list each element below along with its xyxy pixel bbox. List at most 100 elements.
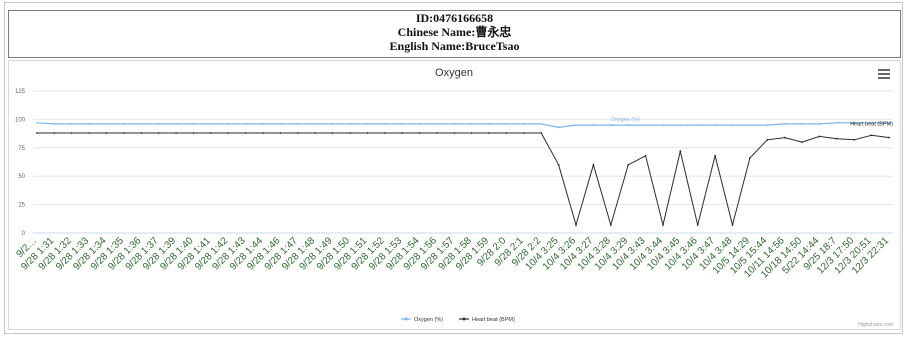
patient-id: ID:0476166658 <box>415 11 494 25</box>
data-point <box>436 132 438 134</box>
page-frame <box>4 2 903 334</box>
data-point <box>575 224 577 226</box>
data-point <box>157 123 160 125</box>
chart-title: Oxygen <box>435 67 473 79</box>
data-point <box>314 123 317 125</box>
data-point <box>88 123 91 125</box>
data-point <box>123 132 125 134</box>
data-point <box>349 123 351 125</box>
data-point <box>818 123 821 125</box>
data-point <box>696 124 699 126</box>
data-point <box>88 132 91 134</box>
data-point <box>766 138 769 141</box>
data-point <box>262 123 264 125</box>
data-point <box>801 141 803 144</box>
data-point <box>679 124 682 126</box>
data-point <box>70 123 73 125</box>
data-point <box>522 123 525 125</box>
data-point <box>192 132 195 134</box>
data-point <box>453 123 456 125</box>
chart-credit: Highcharts.com <box>858 322 893 328</box>
data-point <box>679 150 682 153</box>
data-point <box>262 132 264 134</box>
data-point <box>714 154 717 157</box>
series-label: Heart beat (BPM) <box>850 122 893 128</box>
data-point <box>488 123 490 125</box>
data-point <box>70 132 73 134</box>
data-point <box>801 123 803 125</box>
data-point <box>870 134 873 137</box>
data-point <box>36 121 38 124</box>
data-point <box>279 132 282 134</box>
data-point <box>175 123 178 125</box>
data-point <box>401 123 404 125</box>
data-point <box>557 163 560 166</box>
data-point <box>870 121 873 124</box>
y-tick-label: 0 <box>22 231 26 237</box>
data-point <box>401 132 404 134</box>
legend-marker[interactable] <box>404 317 408 321</box>
data-point <box>366 132 369 134</box>
data-point <box>279 123 282 125</box>
data-point <box>609 224 612 226</box>
data-point <box>244 132 247 134</box>
data-point <box>627 124 630 126</box>
data-point <box>349 132 351 134</box>
data-point <box>731 224 734 226</box>
data-point <box>366 123 369 125</box>
data-point <box>835 137 838 140</box>
data-point <box>696 224 699 226</box>
data-point <box>157 132 160 134</box>
data-point <box>140 123 143 125</box>
data-point <box>888 136 890 139</box>
data-point <box>748 157 751 159</box>
data-point <box>418 132 421 134</box>
data-point <box>540 132 543 134</box>
data-point <box>714 124 717 126</box>
patient-english-name: English Name:BruceTsao <box>389 39 520 53</box>
data-point <box>36 132 38 134</box>
chart-menu-icon[interactable] <box>878 69 890 79</box>
data-point <box>418 123 421 125</box>
data-point <box>470 123 473 125</box>
y-tick-label: 25 <box>18 203 25 209</box>
series-line <box>37 132 890 227</box>
data-point <box>383 132 386 134</box>
data-point <box>835 121 838 124</box>
series-label: Oxygen (%) <box>611 117 640 123</box>
data-point <box>123 123 125 125</box>
data-point <box>296 132 299 134</box>
data-point <box>105 123 108 125</box>
data-point <box>540 123 543 125</box>
data-point <box>783 123 786 125</box>
data-point <box>436 123 438 125</box>
y-tick-label: 75 <box>18 146 25 152</box>
legend-marker[interactable] <box>462 317 466 321</box>
data-point <box>627 163 630 166</box>
data-point <box>731 124 734 126</box>
data-point <box>453 132 456 134</box>
data-point <box>470 132 473 134</box>
data-point <box>748 124 751 126</box>
data-point <box>488 132 490 134</box>
data-point <box>244 123 247 125</box>
legend-item[interactable]: Oxygen (%) <box>414 317 443 323</box>
data-point <box>314 132 317 134</box>
data-point <box>818 135 821 138</box>
data-point <box>192 123 195 125</box>
data-point <box>140 132 143 134</box>
y-tick-label: 50 <box>18 174 25 180</box>
data-point <box>505 123 508 125</box>
data-point <box>296 123 299 125</box>
patient-chinese-name: Chinese Name:曹永忠 <box>397 25 512 39</box>
data-point <box>853 138 856 141</box>
data-point <box>227 123 230 125</box>
data-point <box>331 123 334 125</box>
chart-container: Oxygen 0 25 50 75 100 125 9/2… 9/28 1:31 9/28 1… <box>8 60 901 330</box>
data-point <box>331 132 334 134</box>
legend-item[interactable]: Heart beat (BPM) <box>472 317 515 323</box>
data-point <box>53 132 56 134</box>
series-line <box>36 122 889 129</box>
data-point <box>105 132 108 134</box>
